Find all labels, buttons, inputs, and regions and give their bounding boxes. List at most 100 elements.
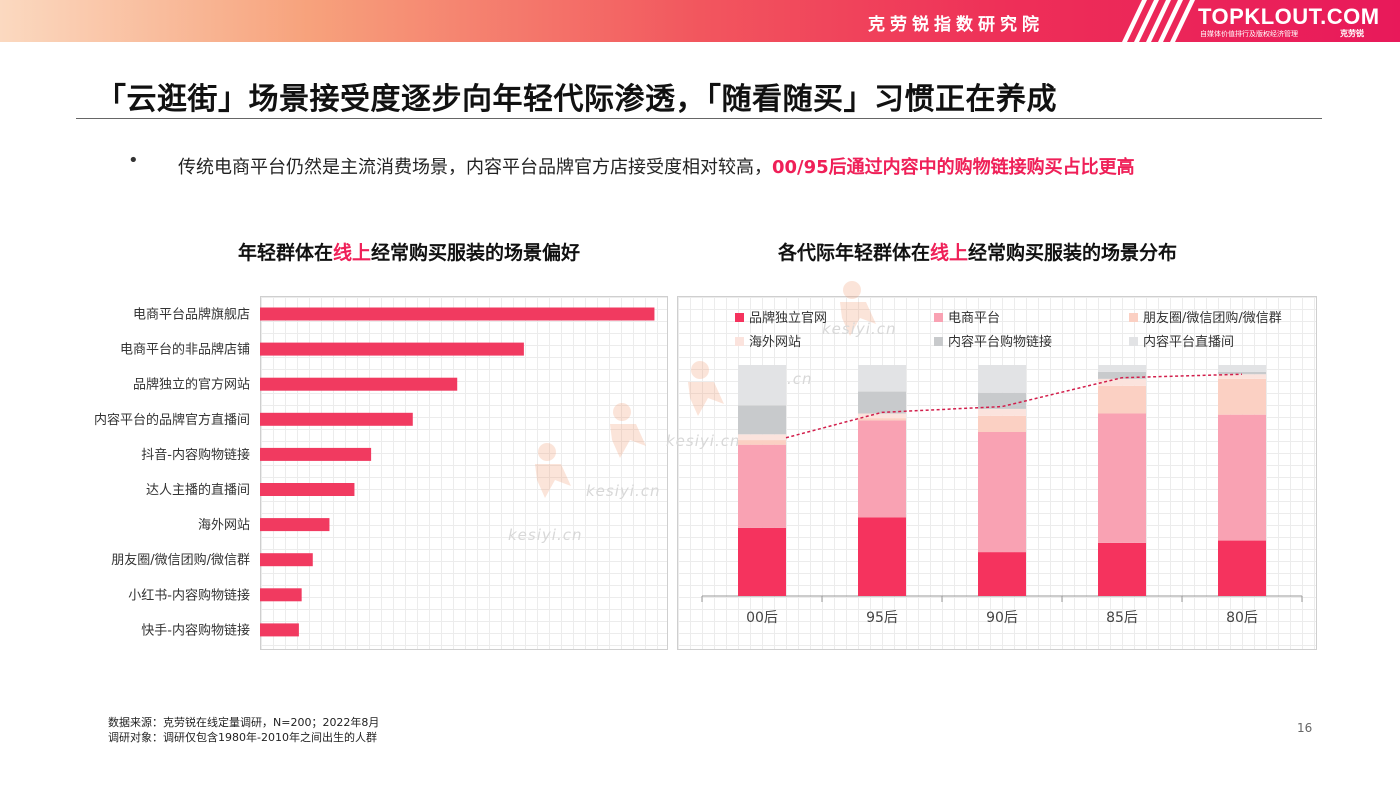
right-stacked-chart: 00后 95后 90后 85后 80后 品牌独立官网 电商平台 朋友圈/微信团购/微信群海外网…	[701, 310, 1303, 626]
legend-swatch	[735, 313, 744, 322]
legend-label: 海外网站	[749, 335, 801, 350]
stack-segment	[1098, 413, 1146, 543]
x-tick-label: 85后	[1106, 610, 1138, 626]
watermark-figure-icon	[688, 361, 724, 416]
bar	[260, 342, 524, 356]
header-stripes-decoration	[1122, 0, 1195, 42]
survey-subject-note: 调研对象：调研仅包含1980年-2010年之间出生的人群	[108, 731, 377, 744]
stack-segment	[1218, 414, 1266, 541]
legend-label: 内容平台直播间	[1143, 334, 1234, 350]
brand-logo: TOPKLOUT.COM 自媒体价值排行及版权经济管理 克劳锐	[1198, 4, 1379, 38]
category-label: 抖音-内容购物链接	[141, 447, 250, 463]
stack-segment	[858, 365, 906, 392]
stack-segment	[978, 431, 1026, 553]
stack-segment	[978, 392, 1026, 409]
category-label: 朋友圈/微信团购/微信群	[111, 552, 250, 568]
footer-notes: 数据来源：克劳锐在线定量调研，N=200；2022年8月 调研对象：调研仅包含1…	[108, 715, 379, 745]
stack-segment	[858, 413, 906, 419]
left-title-prefix: 年轻群体在	[238, 242, 334, 264]
watermark-figure-icon	[535, 443, 571, 498]
left-title-suffix: 经常购买服装的场景偏好	[371, 242, 581, 264]
right-title-suffix: 经常购买服装的场景分布	[968, 242, 1178, 264]
stack-segment	[738, 440, 786, 445]
stack-segment	[1218, 374, 1266, 379]
category-label: 电商平台的非品牌店铺	[120, 342, 250, 358]
right-chart-title: 各代际年轻群体在线上经常购买服装的场景分布	[778, 238, 1177, 265]
stack-segment	[858, 517, 906, 596]
stack-segment	[978, 365, 1026, 393]
category-label: 海外网站	[198, 518, 250, 533]
stack-segment	[738, 434, 786, 441]
stack-segment	[858, 418, 906, 421]
watermark-figure-icon	[610, 403, 646, 458]
x-tick-label: 80后	[1226, 610, 1258, 626]
x-tick-label: 00后	[746, 610, 778, 626]
stack-segment	[978, 415, 1026, 432]
category-label: 品牌独立的官方网站	[133, 377, 250, 393]
stack-segment	[1218, 365, 1266, 372]
stack-segment	[738, 405, 786, 435]
category-label: 快手-内容购物链接	[141, 622, 250, 638]
watermark-text: kesiyi.cn	[822, 320, 897, 338]
right-title-highlight: 线上	[930, 242, 969, 264]
stack-segment	[1218, 371, 1266, 375]
bar	[260, 553, 313, 567]
legend-label: 内容平台购物链接	[948, 334, 1052, 350]
bar	[260, 307, 655, 321]
page-number: 16	[1297, 721, 1313, 735]
x-tick-label: 95后	[866, 610, 898, 626]
left-chart-title: 年轻群体在线上经常购买服装的场景偏好	[238, 238, 580, 265]
logo-text: TOPKLOUT.COM	[1198, 4, 1380, 29]
legend-swatch	[934, 337, 943, 346]
legend-swatch	[1129, 337, 1138, 346]
stack-segment	[1098, 378, 1146, 386]
stack-segment	[858, 420, 906, 518]
watermark-text: kesiyi.cn	[586, 482, 661, 500]
data-source-note: 数据来源：克劳锐在线定量调研，N=200；2022年8月	[108, 716, 380, 729]
bar	[260, 518, 330, 532]
logo-subtitle-tag: 克劳锐	[1340, 29, 1364, 38]
trend-line	[785, 373, 1243, 439]
stack-segment	[858, 391, 906, 414]
logo-subtitle: 自媒体价值排行及版权经济管理	[1200, 30, 1298, 38]
bullet-icon: •	[128, 150, 139, 171]
stack-segment	[738, 527, 786, 596]
stack-segment	[1098, 371, 1146, 379]
bar	[260, 588, 302, 602]
bar	[260, 623, 299, 637]
left-title-highlight: 线上	[333, 242, 372, 264]
right-title-prefix: 各代际年轻群体在	[778, 242, 931, 264]
title-divider	[76, 118, 1322, 119]
stack-segment	[1098, 385, 1146, 414]
left-bar-chart: 电商平台品牌旗舰店电商平台的非品牌店铺品牌独立的官方网站内容平台的品牌官方直播间…	[94, 307, 655, 638]
watermark-figure-icon	[840, 281, 876, 336]
legend-swatch	[735, 337, 744, 346]
watermark-text: kesiyi.cn	[666, 432, 741, 450]
x-tick-label: 90后	[986, 610, 1018, 626]
legend-label: 电商平台	[948, 311, 1000, 326]
bar	[260, 483, 355, 496]
bar	[260, 412, 413, 426]
category-label: 达人主播的直播间	[146, 482, 250, 498]
legend-swatch	[1129, 313, 1138, 322]
category-label: 小红书-内容购物链接	[128, 587, 250, 603]
stack-segment	[738, 444, 786, 528]
stack-segment	[978, 552, 1026, 596]
bar	[260, 377, 458, 391]
left-chart-panel	[260, 296, 668, 650]
header-bar: 克劳锐指数研究院 TOPKLOUT.COM 自媒体价值排行及版权经济管理 克劳锐	[0, 0, 1400, 42]
legend-swatch	[934, 313, 943, 322]
watermark-text: kesiyi.cn	[508, 526, 583, 544]
legend-label: 朋友圈/微信团购/微信群	[1143, 310, 1282, 326]
summary-main: 传统电商平台仍然是主流消费场景，内容平台品牌官方店接受度相对较高，	[178, 157, 772, 178]
stack-segment	[978, 408, 1026, 416]
legend-label: 品牌独立官网	[749, 310, 827, 326]
category-label: 内容平台的品牌官方直播间	[94, 412, 250, 428]
page-title: 「云逛街」场景接受度逐步向年轻代际渗透，「随看随买」习惯正在养成	[96, 82, 1057, 117]
org-name: 克劳锐指数研究院	[868, 15, 1044, 35]
stack-segment	[1098, 542, 1146, 596]
summary-text: 传统电商平台仍然是主流消费场景，内容平台品牌官方店接受度相对较高，00/95后通…	[178, 153, 1135, 179]
summary-highlight: 00/95后通过内容中的购物链接购买占比更高	[772, 157, 1135, 178]
stack-segment	[738, 365, 786, 406]
stack-segment	[1098, 365, 1146, 372]
